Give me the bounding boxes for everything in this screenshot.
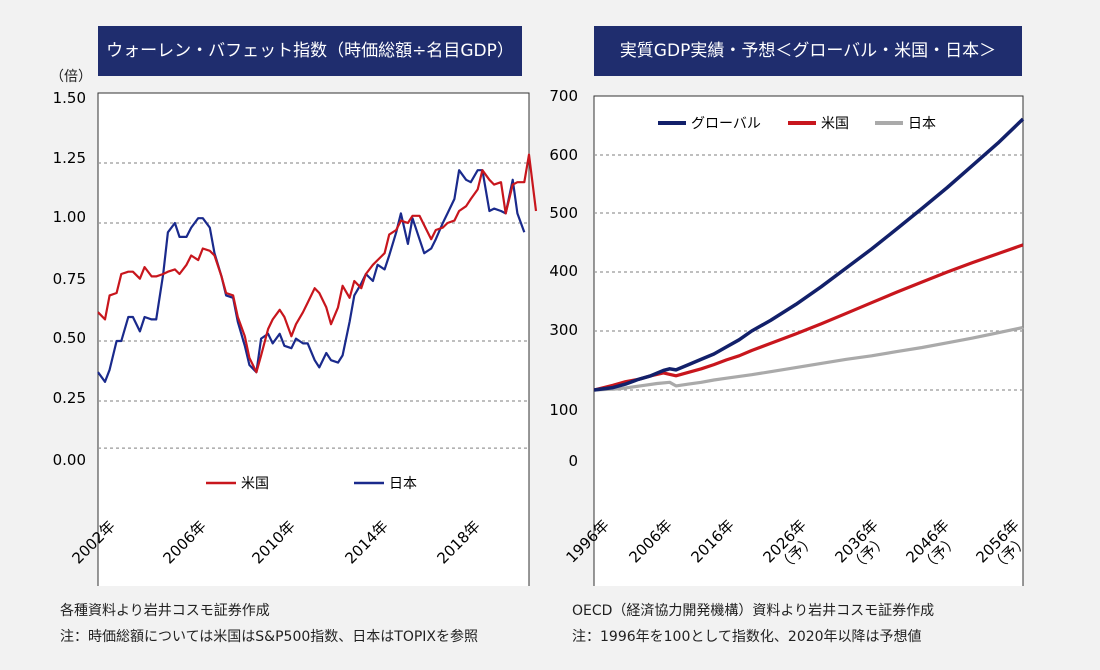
left-chart: 0.000.250.500.751.001.251.50 2002年 2006年 2… bbox=[53, 89, 538, 586]
legend-us-label: 米国 bbox=[821, 116, 849, 132]
y-tick-label: 0.00 bbox=[53, 451, 86, 469]
series-us-line bbox=[97, 153, 538, 374]
series-global-line bbox=[593, 117, 1025, 392]
right-note-footnote: 注：1996年を100として指数化、2020年以降は予想値 bbox=[572, 629, 922, 645]
y-tick-label: 600 bbox=[549, 146, 578, 164]
legend-japan-label: 日本 bbox=[908, 116, 936, 132]
left-note-footnote: 注：時価総額については米国はS&P500指数、日本はTOPIXを参照 bbox=[60, 629, 478, 645]
series-japan-line bbox=[593, 325, 1024, 392]
legend-global-label: グローバル bbox=[691, 116, 761, 132]
y-tick-label: 300 bbox=[549, 321, 578, 339]
right-chart-title: 実質GDP実績・予想＜グローバル・米国・日本＞ bbox=[594, 26, 1022, 76]
left-unit-label: （倍） bbox=[50, 69, 92, 85]
y-tick-label: 500 bbox=[549, 204, 578, 222]
y-tick-label: 700 bbox=[549, 87, 578, 105]
y-tick-label: 1.00 bbox=[53, 208, 86, 226]
y-tick-label: 400 bbox=[549, 262, 578, 280]
legend-us-label: 米国 bbox=[241, 476, 269, 492]
y-tick-label: 0.50 bbox=[53, 329, 86, 347]
y-tick-label: 0 bbox=[568, 452, 578, 470]
left-chart-title: ウォーレン・バフェット指数（時価総額÷名目GDP） bbox=[98, 26, 522, 76]
right-note-source: OECD（経済協力開発機構）資料より岩井コスモ証券作成 bbox=[572, 603, 935, 619]
y-tick-label: 0.25 bbox=[53, 389, 86, 407]
y-tick-label: 1.50 bbox=[53, 89, 86, 107]
left-note-source: 各種資料より岩井コスモ証券作成 bbox=[60, 603, 270, 619]
series-japan-line bbox=[97, 169, 526, 383]
y-tick-label: 0.75 bbox=[53, 270, 86, 288]
legend-japan-label: 日本 bbox=[389, 476, 417, 492]
left-plot-area bbox=[97, 92, 530, 586]
y-tick-label: 1.25 bbox=[53, 149, 86, 167]
y-tick-label: 100 bbox=[549, 401, 578, 419]
